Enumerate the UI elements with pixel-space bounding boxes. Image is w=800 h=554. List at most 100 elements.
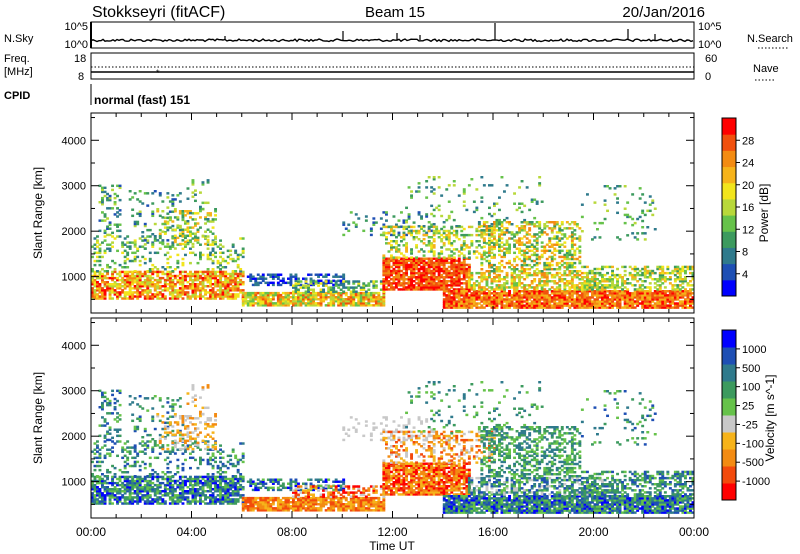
echo-cell	[558, 276, 562, 279]
echo-cell	[636, 302, 640, 305]
echo-cell	[93, 477, 97, 481]
echo-cell	[319, 300, 323, 303]
echo-cell	[297, 288, 300, 291]
echo-cell	[91, 492, 94, 495]
echo-cell	[209, 274, 213, 278]
echo-cell	[113, 261, 117, 265]
echo-cell	[503, 292, 506, 295]
echo-cell	[392, 229, 396, 233]
echo-cell	[495, 276, 499, 279]
echo-cell	[606, 300, 610, 303]
echo-cell	[470, 286, 474, 289]
echo-cell	[668, 302, 672, 305]
echo-cell	[575, 288, 579, 291]
echo-cell	[648, 288, 652, 291]
echo-cell	[128, 481, 132, 485]
echo-cell	[407, 288, 411, 291]
echo-cell	[452, 273, 456, 277]
echo-cell	[553, 300, 557, 303]
echo-cell	[123, 274, 127, 278]
echo-cell	[457, 271, 461, 275]
echo-cell	[128, 198, 132, 201]
echo-cell	[465, 288, 469, 291]
echo-cell	[475, 292, 479, 295]
echo-cell	[445, 273, 449, 277]
echo-cell	[681, 300, 685, 303]
echo-cell	[678, 290, 682, 293]
echo-cell	[211, 289, 215, 292]
echo-cell	[216, 259, 220, 263]
echo-cell	[616, 201, 620, 204]
echo-cell	[181, 291, 185, 294]
echo-cell	[143, 490, 147, 493]
echo-cell	[397, 265, 401, 269]
echo-cell	[143, 261, 147, 265]
echo-cell	[337, 304, 341, 307]
echo-cell	[214, 283, 218, 286]
echo-cell	[591, 300, 594, 303]
echo-cell	[656, 304, 660, 307]
echo-cell	[538, 257, 542, 261]
echo-cell	[500, 237, 504, 240]
echo-cell	[520, 225, 524, 228]
echo-cell	[422, 284, 426, 287]
echo-cell	[648, 298, 652, 301]
echo-cell	[231, 259, 235, 263]
echo-cell	[136, 249, 140, 253]
echo-cell	[158, 276, 162, 280]
echo-cell	[256, 291, 260, 295]
echo-cell	[231, 274, 235, 278]
echo-cell	[214, 236, 218, 240]
echo-cell	[651, 304, 655, 307]
echo-cell	[500, 284, 504, 287]
echo-cell	[156, 270, 160, 274]
echo-cell	[390, 254, 393, 257]
echo-cell	[91, 297, 94, 300]
echo-cell	[518, 270, 522, 273]
echo-cell	[168, 283, 172, 286]
echo-cell	[510, 268, 514, 271]
echo-cell	[281, 304, 285, 307]
echo-cell	[550, 229, 554, 232]
echo-cell	[402, 219, 406, 222]
echo-cell	[151, 481, 155, 485]
echo-cell	[565, 253, 569, 257]
echo-cell	[513, 306, 517, 309]
echo-cell	[392, 215, 396, 218]
echo-cell	[668, 292, 672, 295]
echo-cell	[513, 282, 517, 285]
echo-cell	[505, 306, 509, 309]
echo-cell	[513, 280, 517, 283]
echo-cell	[189, 211, 192, 215]
echo-cell	[440, 246, 444, 249]
echo-cell	[133, 243, 137, 246]
echo-cell	[498, 288, 501, 291]
echo-cell	[490, 270, 494, 273]
echo-cell	[450, 210, 454, 214]
echo-cell	[467, 298, 471, 301]
echo-cell	[540, 200, 544, 203]
echo-cell	[520, 286, 524, 289]
echo-cell	[324, 304, 328, 307]
echo-cell	[176, 216, 180, 219]
echo-cell	[93, 281, 97, 284]
echo-cell	[553, 273, 557, 277]
echo-cell	[467, 290, 471, 293]
echo-cell	[123, 237, 127, 240]
echo-cell	[427, 244, 431, 247]
echo-cell	[103, 496, 107, 499]
echo-cell	[603, 288, 607, 291]
echo-cell	[523, 288, 527, 291]
echo-cell	[580, 215, 584, 219]
echo-cell	[523, 253, 527, 257]
echo-cell	[108, 223, 112, 226]
echo-cell	[588, 304, 592, 307]
echo-cell	[477, 240, 481, 243]
echo-cell	[663, 290, 667, 293]
echo-cell	[101, 278, 104, 282]
echo-cell	[186, 187, 190, 190]
echo-cell	[540, 304, 544, 307]
echo-cell	[673, 284, 677, 287]
echo-cell	[560, 306, 564, 309]
echo-cell	[199, 226, 202, 229]
